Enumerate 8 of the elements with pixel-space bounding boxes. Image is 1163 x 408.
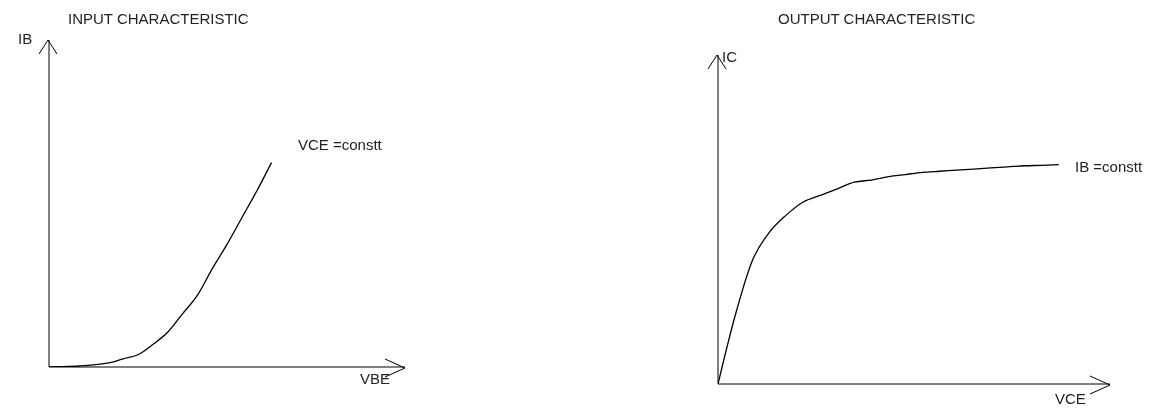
- y-axis-title: IC: [722, 48, 737, 65]
- x-axis-title: VCE: [1055, 390, 1086, 407]
- y-axis-title: IB: [18, 30, 33, 47]
- chart-title: OUTPUT CHARACTERISTIC: [778, 10, 976, 27]
- annotation: IB =constt: [1075, 158, 1143, 175]
- chart-title: INPUT CHARACTERISTIC: [68, 10, 249, 27]
- text: VCE =constt: [298, 136, 382, 153]
- x-axis-title: VBE: [360, 370, 391, 387]
